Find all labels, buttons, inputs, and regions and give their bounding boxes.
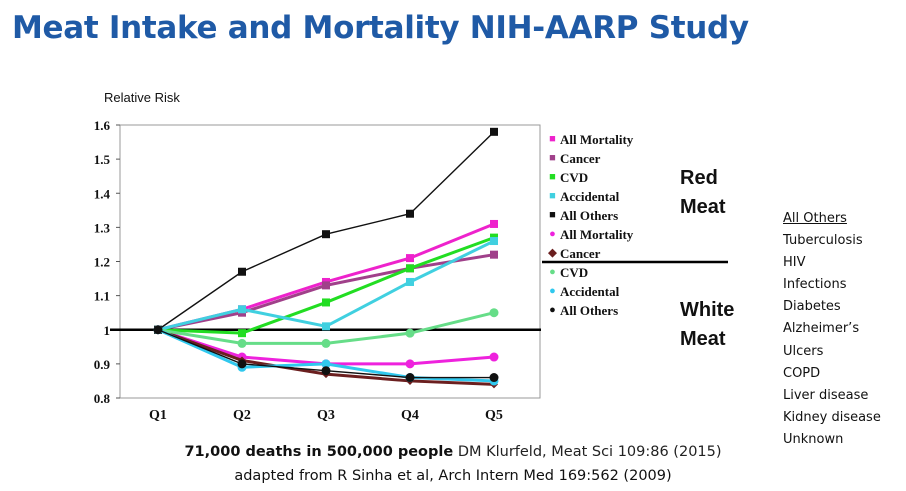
legend-label: All Mortality — [560, 226, 634, 242]
data-point — [405, 359, 415, 369]
legend-label: Accidental — [560, 188, 620, 204]
legend-item: ◆ Cancer — [548, 244, 633, 263]
all-others-item: Liver disease — [783, 387, 869, 403]
legend-label: CVD — [560, 264, 589, 280]
y-tick-label: 1.3 — [94, 220, 111, 235]
y-axis-label: Relative Risk — [104, 90, 180, 105]
x-tick-label: Q2 — [233, 408, 251, 423]
all-others-item: Diabetes — [783, 299, 841, 315]
data-point — [406, 209, 414, 218]
data-point — [490, 219, 498, 228]
footer-line1: 71,000 deaths in 500,000 people DM Klurf… — [0, 444, 906, 460]
legend-label: All Others — [560, 207, 619, 223]
series-line-red-all-mortality — [157, 222, 495, 332]
data-point — [490, 127, 498, 136]
chart-legend: ■ All Mortality ■ Cancer ■ CVD ■ Accidental ■ All… — [548, 130, 633, 320]
legend-marker-icon: ■ — [549, 209, 556, 221]
data-point — [489, 352, 499, 362]
legend-marker-icon: ■ — [549, 171, 556, 183]
legend-item: ● All Others — [548, 301, 633, 320]
data-point — [406, 254, 414, 263]
red-meat-label-line2: Meat — [680, 196, 726, 218]
data-point — [490, 250, 498, 259]
legend-item: ● All Mortality — [548, 225, 633, 244]
x-tick-label: Q3 — [317, 408, 335, 423]
data-point — [322, 230, 330, 239]
x-tick-label: Q1 — [149, 408, 167, 423]
data-point — [238, 305, 246, 314]
red-meat-label: Red Meat — [680, 164, 726, 222]
white-meat-label-line2: Meat — [680, 328, 726, 350]
x-tick-label: Q4 — [401, 408, 419, 423]
footer-line2: adapted from R Sinha et al, Arch Intern … — [234, 468, 672, 484]
y-tick-label: 1.4 — [94, 186, 111, 201]
all-others-item: Ulcers — [783, 343, 824, 359]
legend-label: Accidental — [560, 283, 620, 299]
y-tick-label: 1.6 — [94, 118, 111, 133]
data-point — [322, 281, 330, 290]
legend-marker-icon: ■ — [549, 190, 556, 202]
legend-item: ■ CVD — [548, 168, 633, 187]
data-point — [322, 322, 330, 331]
legend-label: CVD — [560, 169, 589, 185]
y-tick-label: 1.2 — [94, 255, 110, 270]
legend-marker-icon: ● — [549, 304, 556, 316]
legend-marker-icon: ● — [549, 285, 556, 297]
legend-label: Cancer — [560, 245, 601, 261]
legend-marker-icon: ■ — [549, 152, 556, 164]
y-tick-label: 0.8 — [94, 391, 111, 406]
legend-marker-icon: ◆ — [548, 247, 557, 259]
page-title: Meat Intake and Mortality NIH-AARP Study — [12, 10, 749, 46]
legend-item: ■ All Mortality — [548, 130, 633, 149]
data-point — [405, 328, 415, 338]
data-point — [490, 237, 498, 246]
all-others-item: COPD — [783, 365, 821, 381]
legend-item: ● CVD — [548, 263, 633, 282]
data-point — [321, 366, 331, 376]
data-point — [405, 373, 415, 383]
data-point — [406, 264, 414, 273]
legend-item: ■ Cancer — [548, 149, 633, 168]
all-others-item: Unknown — [783, 431, 844, 447]
all-others-heading: All Others — [783, 211, 847, 226]
data-point — [238, 329, 246, 338]
legend-marker-icon: ● — [549, 266, 556, 278]
all-others-item: Infections — [783, 277, 847, 293]
white-meat-label: White Meat — [680, 296, 734, 354]
data-point — [406, 277, 414, 286]
data-point — [237, 338, 247, 348]
red-meat-label-line1: Red — [680, 167, 718, 189]
all-others-item: Tuberculosis — [783, 233, 863, 249]
y-tick-label: 1 — [104, 323, 111, 338]
data-point — [321, 359, 331, 369]
data-point — [322, 298, 330, 307]
legend-item: ● Accidental — [548, 282, 633, 301]
y-tick-label: 1.5 — [94, 152, 111, 167]
legend-marker-icon: ● — [549, 228, 556, 240]
data-point — [489, 308, 499, 318]
data-point — [153, 325, 163, 335]
legend-item: ■ All Others — [548, 206, 633, 225]
all-others-item: Alzheimer’s — [783, 321, 860, 337]
x-tick-label: Q5 — [485, 408, 503, 423]
data-point — [321, 338, 331, 348]
legend-label: All Mortality — [560, 131, 634, 147]
footer-reference: DM Klurfeld, Meat Sci 109:86 (2015) — [457, 444, 722, 460]
all-others-list: All Others Tuberculosis HIV Infections Diab… — [783, 208, 881, 451]
legend-marker-icon: ■ — [549, 133, 556, 145]
legend-label: Cancer — [560, 150, 601, 166]
y-tick-label: 1.1 — [94, 289, 110, 304]
all-others-item: HIV — [783, 255, 806, 271]
footer-deaths-text: 71,000 deaths in 500,000 people — [184, 444, 454, 460]
legend-label: All Others — [560, 302, 619, 318]
legend-item: ■ Accidental — [548, 187, 633, 206]
white-meat-label-line1: White — [680, 299, 735, 321]
all-others-item: Kidney disease — [783, 409, 881, 425]
data-point — [238, 267, 246, 276]
data-point — [489, 373, 499, 383]
data-point — [237, 359, 247, 369]
y-tick-label: 0.9 — [94, 357, 111, 372]
